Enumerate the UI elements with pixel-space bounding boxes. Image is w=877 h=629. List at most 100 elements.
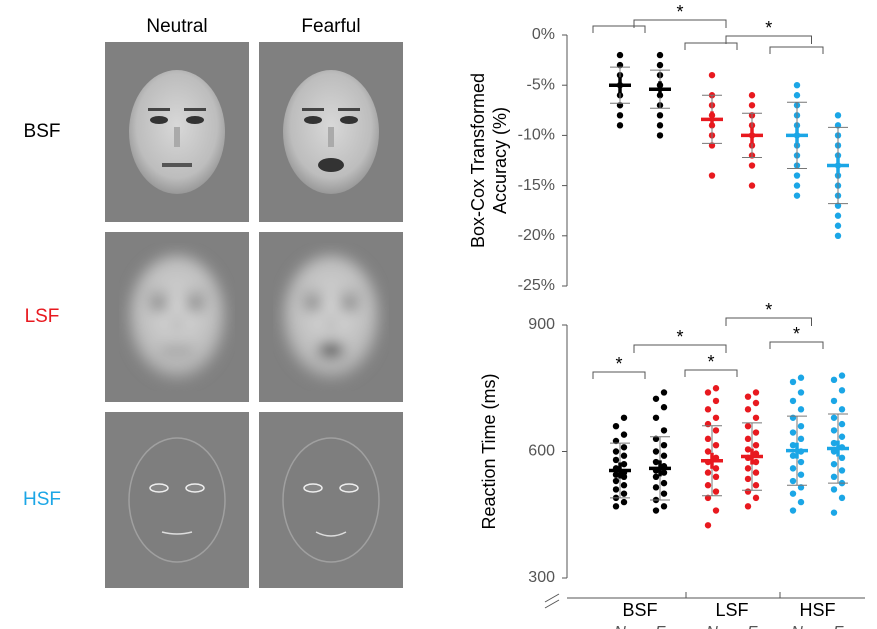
x-tick-label: BSF	[622, 600, 657, 620]
data-point	[752, 389, 760, 396]
row-label: HSF	[23, 489, 61, 510]
face	[129, 70, 225, 194]
data-point	[704, 448, 712, 455]
data-point	[752, 482, 760, 489]
data-point	[752, 469, 760, 476]
nose	[328, 312, 334, 332]
face	[129, 255, 225, 379]
data-point	[616, 112, 624, 119]
data-point	[797, 374, 805, 381]
y-axis-label: Accuracy (%)	[490, 107, 510, 214]
data-point	[830, 414, 838, 421]
data-point	[612, 437, 620, 445]
data-point	[712, 385, 720, 392]
data-point	[712, 473, 720, 480]
data-point	[656, 61, 664, 69]
data-point	[612, 456, 620, 464]
data-point	[830, 397, 838, 405]
data-point	[708, 71, 716, 79]
data-point	[704, 389, 712, 396]
significance-label: *	[707, 352, 714, 372]
data-point	[789, 452, 797, 459]
data-point	[612, 486, 620, 493]
x-condition-label: F	[833, 624, 844, 629]
data-point	[789, 378, 797, 386]
mouth	[162, 163, 192, 167]
eye	[340, 116, 358, 124]
data-point	[660, 404, 668, 411]
data-point	[789, 465, 797, 472]
data-point	[789, 414, 797, 421]
eye	[186, 116, 204, 124]
data-point	[652, 435, 660, 443]
data-point	[660, 479, 668, 487]
face-stimuli	[105, 42, 403, 588]
data-point	[834, 222, 842, 229]
data-point	[797, 498, 805, 506]
data-point	[744, 423, 752, 430]
x-condition-label: F	[747, 624, 758, 629]
data-point	[704, 469, 712, 476]
row-label: BSF	[24, 121, 61, 142]
data-point	[748, 92, 756, 99]
data-point	[712, 427, 720, 434]
data-point	[838, 406, 846, 413]
brow	[148, 293, 170, 296]
x-tick-label: LSF	[715, 600, 748, 620]
data-point	[704, 435, 712, 443]
data-point	[712, 397, 720, 405]
data-point	[838, 467, 846, 474]
nose	[174, 127, 180, 147]
data-point	[793, 192, 801, 199]
data-point	[612, 423, 620, 430]
y-tick-label: -20%	[518, 227, 555, 244]
data-point	[830, 460, 838, 468]
data-point	[838, 454, 846, 462]
data-point	[620, 452, 628, 459]
data-point	[838, 387, 846, 394]
row-label: LSF	[25, 306, 60, 327]
data-point	[660, 452, 668, 459]
significance-label: *	[765, 18, 772, 38]
eye	[339, 483, 359, 493]
data-point	[656, 132, 664, 139]
data-point	[752, 441, 760, 449]
data-point	[797, 484, 805, 491]
brow	[184, 108, 206, 111]
eye	[150, 116, 168, 124]
face	[283, 70, 379, 194]
mouth	[318, 158, 344, 172]
data-point	[752, 414, 760, 421]
mouth	[318, 343, 344, 357]
axis-break	[544, 593, 560, 603]
data-point	[793, 82, 801, 89]
eye	[149, 483, 169, 493]
data-point	[752, 399, 760, 407]
data-point	[748, 162, 756, 169]
data-point	[830, 439, 838, 447]
data-point	[652, 473, 660, 480]
data-point	[616, 51, 624, 59]
data-point	[834, 232, 842, 239]
brow	[338, 293, 360, 296]
data-point	[712, 414, 720, 421]
data-point	[797, 423, 805, 430]
data-point	[612, 477, 620, 485]
x-condition-label: N	[791, 624, 803, 629]
y-tick-label: 900	[528, 316, 555, 333]
y-tick-label: -15%	[518, 177, 555, 194]
data-point	[838, 433, 846, 440]
data-point	[744, 503, 752, 510]
data-point	[744, 435, 752, 443]
data-point	[789, 507, 797, 514]
significance-bracket	[684, 42, 738, 50]
data-point	[830, 486, 838, 493]
data-point	[752, 429, 760, 436]
eye	[185, 483, 205, 493]
significance-bracket	[633, 19, 727, 28]
data-point	[616, 122, 624, 129]
data-point	[744, 488, 752, 495]
data-point	[652, 448, 660, 455]
data-point	[797, 389, 805, 396]
y-tick-label: -5%	[527, 76, 555, 93]
